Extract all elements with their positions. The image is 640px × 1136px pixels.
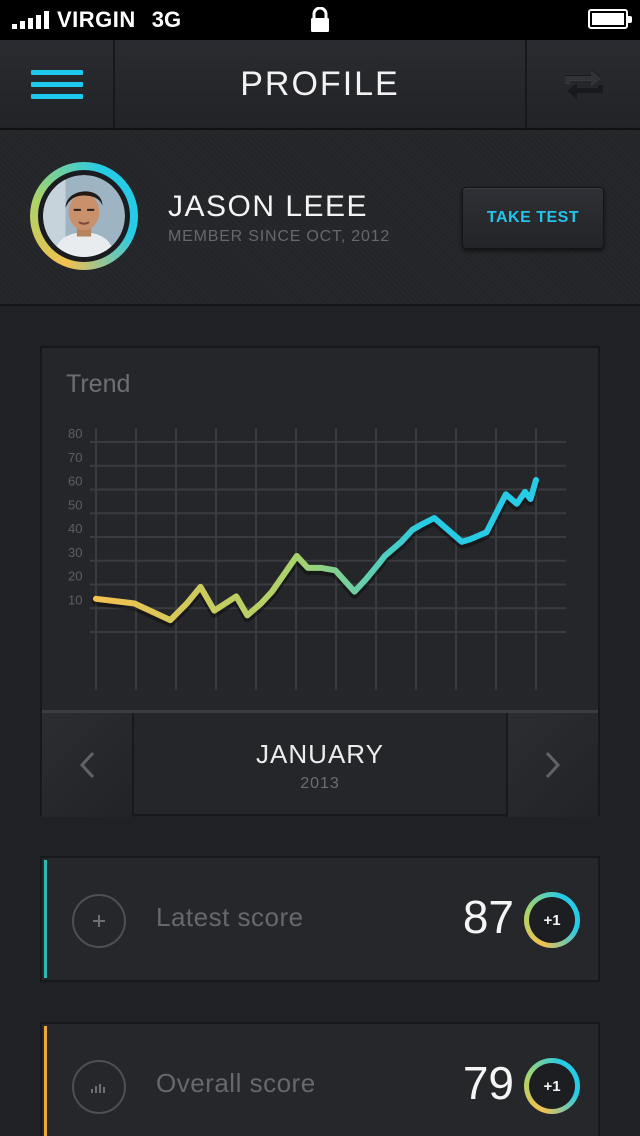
hamburger-menu-icon — [30, 69, 83, 99]
month-year: 2013 — [300, 775, 340, 792]
trend-chart: 10 20 30 40 50 60 70 80 — [68, 426, 566, 690]
next-month-button[interactable] — [506, 713, 598, 817]
menu-button[interactable] — [0, 40, 115, 128]
score-value: 79 — [462, 1057, 514, 1109]
score-value: 87 — [462, 891, 514, 943]
bar-chart-icon — [72, 1060, 126, 1114]
network-type: 3G — [151, 7, 182, 32]
score-label: Latest score — [156, 902, 304, 932]
avatar — [43, 175, 125, 257]
user-name: JASON LEEE — [168, 190, 369, 223]
y-tick-label: 60 — [68, 474, 82, 489]
y-tick-label: 80 — [68, 426, 82, 441]
previous-month-button[interactable] — [42, 713, 134, 817]
overall-score-card[interactable]: Overall score 79 +1 — [40, 1022, 600, 1136]
chevron-left-icon — [79, 751, 95, 779]
y-tick-label: 50 — [68, 497, 82, 512]
navigation-bar: PROFILE — [0, 40, 640, 130]
score-delta: +1 — [529, 897, 575, 943]
sync-arrows-icon — [564, 69, 603, 99]
signal-strength-icon — [12, 11, 49, 29]
y-tick-label: 70 — [68, 450, 82, 465]
score-accent-bar — [44, 1026, 47, 1136]
carrier-name: VIRGIN — [57, 7, 136, 32]
month-name: JANUARY — [256, 739, 384, 769]
lock-icon — [311, 7, 329, 32]
avatar-ring — [30, 162, 138, 270]
score-label: Overall score — [156, 1068, 316, 1098]
trend-title: Trend — [66, 370, 131, 398]
trend-line-shadow — [92, 479, 540, 628]
sync-button[interactable] — [525, 40, 640, 128]
latest-score-card[interactable]: Latest score 87 +1 — [40, 856, 600, 982]
y-tick-label: 20 — [68, 569, 82, 584]
score-delta-badge: +1 — [524, 892, 580, 948]
score-delta: +1 — [529, 1063, 575, 1109]
y-tick-label: 30 — [68, 545, 82, 560]
score-delta-badge: +1 — [524, 1058, 580, 1114]
score-accent-bar — [44, 860, 47, 978]
month-selector: JANUARY 2013 — [42, 710, 598, 817]
y-tick-label: 40 — [68, 521, 82, 536]
plus-icon — [72, 894, 126, 948]
trend-line — [93, 477, 539, 624]
y-tick-label: 10 — [68, 592, 82, 607]
trend-card: Trend 10 20 30 40 50 60 70 80 JANUARY 2013 — [40, 346, 600, 817]
profile-header: JASON LEEE MEMBER SINCE OCT, 2012 TAKE T… — [0, 130, 640, 306]
page-title: PROFILE — [240, 64, 400, 103]
member-since: MEMBER SINCE OCT, 2012 — [168, 228, 391, 245]
take-test-button[interactable]: TAKE TEST — [462, 187, 604, 249]
status-bar: VIRGIN 3G — [0, 0, 640, 40]
chevron-right-icon — [545, 751, 561, 779]
battery-icon — [588, 9, 632, 29]
